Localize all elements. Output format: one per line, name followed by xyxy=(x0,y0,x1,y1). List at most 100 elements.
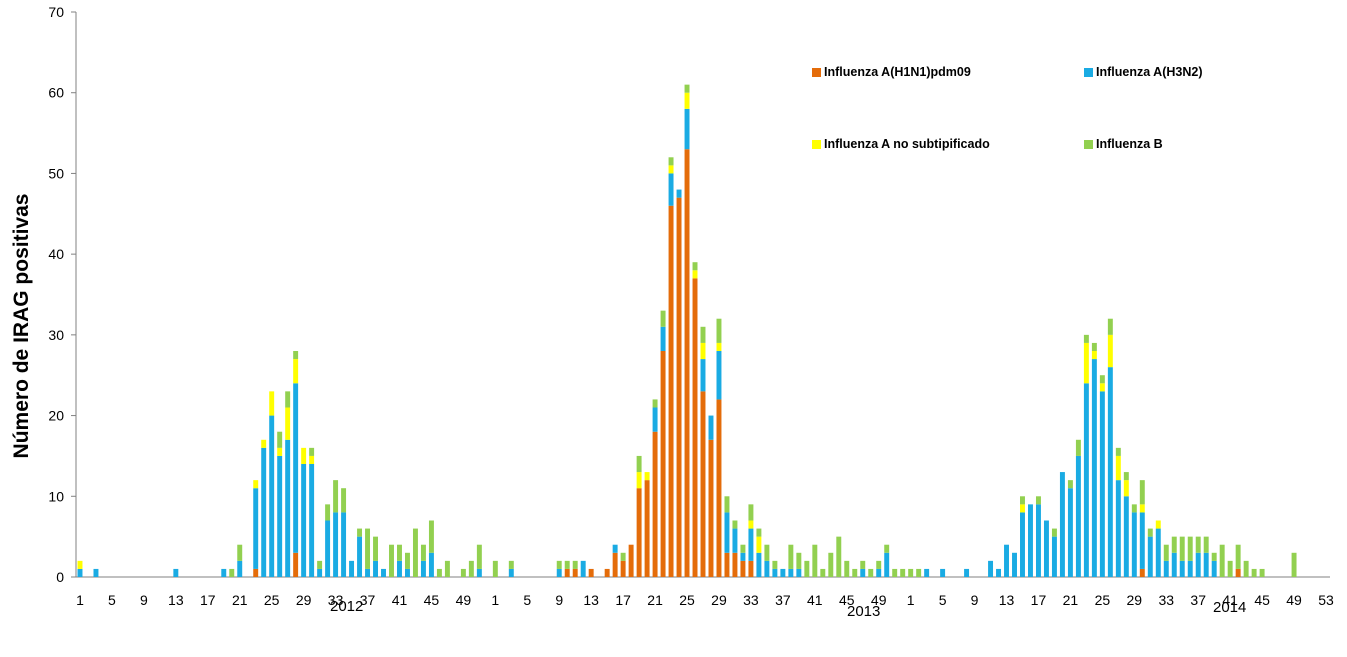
x-tick-label: 45 xyxy=(839,592,855,608)
bar-segment-2014-w30-s2 xyxy=(1139,504,1145,513)
bar-segment-2012-w34-s1 xyxy=(341,512,347,577)
bar-segment-2013-w26-s2 xyxy=(692,270,698,279)
bar-segment-2014-w25-s1 xyxy=(1099,391,1105,577)
bar-segment-2013-w25-s1 xyxy=(684,108,690,150)
bar-segment-2012-w38-s3 xyxy=(373,536,378,561)
bar-segment-2013-w16-s1 xyxy=(612,544,618,553)
bar-segment-2013-w25-s0 xyxy=(684,149,690,577)
bar-segment-2013-w24-s0 xyxy=(676,197,682,577)
x-tick-label: 33 xyxy=(1158,592,1174,608)
x-tick-label: 17 xyxy=(615,592,631,608)
x-tick-label: 21 xyxy=(232,592,248,608)
bar-segment-2014-w33-s1 xyxy=(1163,560,1169,577)
bar-segment-2014-w39-s3 xyxy=(1211,552,1217,561)
bar-segment-2014-w11-s1 xyxy=(988,560,994,577)
bar-segment-2014-w35-s1 xyxy=(1179,560,1185,577)
bar-segment-2014-w24-s2 xyxy=(1091,351,1097,360)
bar-segment-2013-w13-s0 xyxy=(588,568,594,577)
bar-segment-2012-w41-s1 xyxy=(397,560,402,577)
bar-segment-2013-w33-s1 xyxy=(748,528,754,561)
bar-segment-2014-w26-s1 xyxy=(1107,367,1113,577)
bar-segment-2014-w26-s2 xyxy=(1107,334,1113,368)
bar-segment-2014-w28-s2 xyxy=(1123,480,1129,497)
x-tick-label: 17 xyxy=(200,592,216,608)
bar-segment-2014-w27-s2 xyxy=(1115,455,1121,481)
bar-segment-2014-w23-s2 xyxy=(1083,342,1089,384)
x-tick-label: 21 xyxy=(1063,592,1079,608)
y-tick-label: 60 xyxy=(48,85,64,101)
bar-segment-2013-w52-s3 xyxy=(900,568,906,577)
bar-segment-2014-w27-s3 xyxy=(1115,447,1121,456)
bar-segment-2014-w33-s3 xyxy=(1163,544,1169,561)
bar-segment-2013-w41-s3 xyxy=(812,544,818,577)
bar-segment-2013-w9-s1 xyxy=(556,568,562,577)
bar-segment-2012-w27-s3 xyxy=(285,391,291,408)
bar-segment-2014-w22-s3 xyxy=(1075,439,1081,456)
x-tick-label: 1 xyxy=(907,592,915,608)
bar-segment-2012-w39-s1 xyxy=(381,568,386,577)
x-tick-label: 41 xyxy=(1222,592,1238,608)
x-tick-label: 41 xyxy=(807,592,823,608)
legend-swatch-b xyxy=(1084,139,1093,149)
bar-segment-2013-w28-s1 xyxy=(708,415,714,440)
x-tick-label: 5 xyxy=(939,592,947,608)
bar-segment-2013-w1-s3 xyxy=(492,560,498,577)
x-tick-label: 25 xyxy=(679,592,695,608)
bar-segment-2014-w15-s1 xyxy=(1020,512,1025,577)
bar-segment-2012-w23-s0 xyxy=(253,568,259,577)
bar-segment-2013-w31-s3 xyxy=(732,520,738,529)
bar-segment-2013-w3-s1 xyxy=(508,568,514,577)
bar-segment-2013-w50-s1 xyxy=(884,552,890,577)
bar-segment-2013-w9-s3 xyxy=(556,560,562,569)
bar-segment-2013-w27-s0 xyxy=(700,391,706,577)
bar-segment-2013-w35-s3 xyxy=(764,544,770,561)
bar-segment-2013-w21-s1 xyxy=(652,407,658,432)
x-tick-label: 17 xyxy=(1031,592,1047,608)
bar-segment-2012-w19-s1 xyxy=(221,568,227,577)
bar-segment-2014-w34-s3 xyxy=(1171,536,1177,553)
bar-segment-2012-w38-s1 xyxy=(373,560,378,577)
bar-segment-2014-w23-s3 xyxy=(1083,334,1089,343)
bar-segment-2014-w49-s3 xyxy=(1291,552,1297,577)
bar-segment-2013-w34-s2 xyxy=(756,536,762,553)
bar-segment-2012-w45-s1 xyxy=(428,552,434,577)
bar-segment-2014-w25-s2 xyxy=(1099,383,1105,392)
bar-segment-2013-w17-s0 xyxy=(620,560,626,577)
bar-segment-2014-w3-s1 xyxy=(924,568,930,577)
bar-segment-2012-w26-s3 xyxy=(277,431,283,448)
bar-segment-2014-w45-s3 xyxy=(1259,568,1265,577)
bar-segment-2013-w31-s1 xyxy=(732,528,738,553)
bar-segment-2012-w29-s1 xyxy=(301,464,307,577)
bar-segment-2013-w15-s0 xyxy=(604,568,610,577)
bar-segment-2012-w23-s2 xyxy=(253,480,259,489)
bar-segment-2013-w19-s0 xyxy=(636,488,642,577)
bar-segment-2012-w41-s3 xyxy=(397,544,402,561)
bar-segment-2012-w33-s3 xyxy=(333,480,339,513)
x-tick-label: 49 xyxy=(456,592,472,608)
bar-segment-2014-w31-s3 xyxy=(1147,528,1153,537)
bar-segment-2013-w27-s3 xyxy=(700,326,706,343)
bar-segment-2013-w39-s3 xyxy=(796,552,802,569)
bar-segment-2013-w38-s1 xyxy=(788,568,794,577)
bar-segment-2014-w37-s3 xyxy=(1195,536,1201,553)
bar-segment-2013-w33-s0 xyxy=(748,560,754,577)
x-tick-label: 29 xyxy=(711,592,727,608)
bar-segment-2013-w3-s3 xyxy=(508,560,514,569)
bar-segment-2013-w46-s3 xyxy=(852,568,858,577)
bar-segment-2012-w28-s2 xyxy=(293,359,299,384)
bar-segment-2012-w31-s3 xyxy=(317,560,323,569)
bar-segment-2013-w27-s2 xyxy=(700,342,706,360)
bar-segment-2014-w26-s3 xyxy=(1107,318,1113,335)
bar-segment-2013-w18-s0 xyxy=(628,544,634,577)
bar-segment-2014-w19-s1 xyxy=(1051,536,1057,577)
bar-segment-2013-w32-s3 xyxy=(740,544,746,553)
bar-segment-2012-w26-s1 xyxy=(277,455,283,577)
bar-segment-2014-w19-s3 xyxy=(1051,528,1057,537)
x-tick-label: 9 xyxy=(555,592,563,608)
bar-segment-2012-w33-s1 xyxy=(333,512,339,577)
bar-segment-2013-w26-s0 xyxy=(692,278,698,577)
bar-segment-2012-w40-s3 xyxy=(389,544,394,577)
bar-segment-2012-w45-s3 xyxy=(428,520,434,553)
x-tick-label: 37 xyxy=(775,592,791,608)
